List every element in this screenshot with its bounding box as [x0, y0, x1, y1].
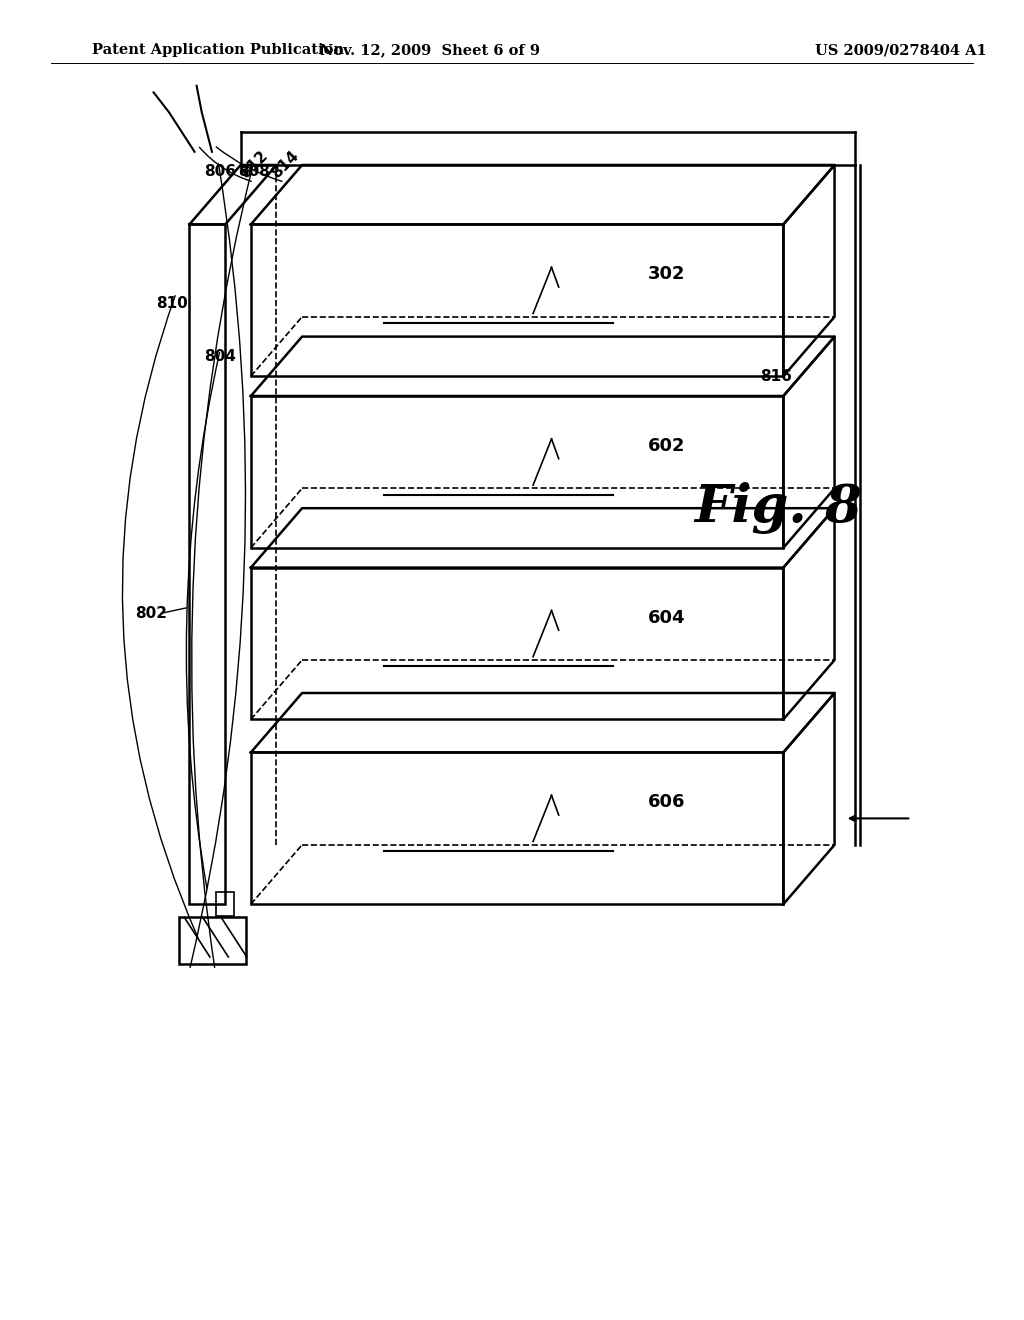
Text: 802: 802: [135, 606, 168, 622]
Bar: [179, 917, 246, 964]
Text: US 2009/0278404 A1: US 2009/0278404 A1: [815, 44, 987, 57]
Text: 810: 810: [156, 296, 188, 312]
Text: 602: 602: [647, 437, 685, 455]
Bar: [251, 568, 783, 719]
Bar: [216, 892, 234, 916]
Bar: [251, 752, 783, 904]
Text: 812: 812: [238, 148, 270, 182]
Text: 604: 604: [647, 609, 685, 627]
Text: 606: 606: [647, 793, 685, 812]
Text: Patent Application Publication: Patent Application Publication: [92, 44, 344, 57]
Text: 814: 814: [268, 148, 301, 182]
Text: 808: 808: [238, 164, 270, 180]
Text: 806: 806: [204, 164, 237, 180]
Text: 302: 302: [647, 265, 685, 284]
Bar: [189, 224, 225, 904]
Text: 816: 816: [760, 368, 792, 384]
Text: Fig. 8: Fig. 8: [694, 482, 862, 535]
Text: 804: 804: [204, 348, 237, 364]
Text: Nov. 12, 2009  Sheet 6 of 9: Nov. 12, 2009 Sheet 6 of 9: [321, 44, 540, 57]
Bar: [251, 224, 783, 376]
Bar: [251, 396, 783, 548]
